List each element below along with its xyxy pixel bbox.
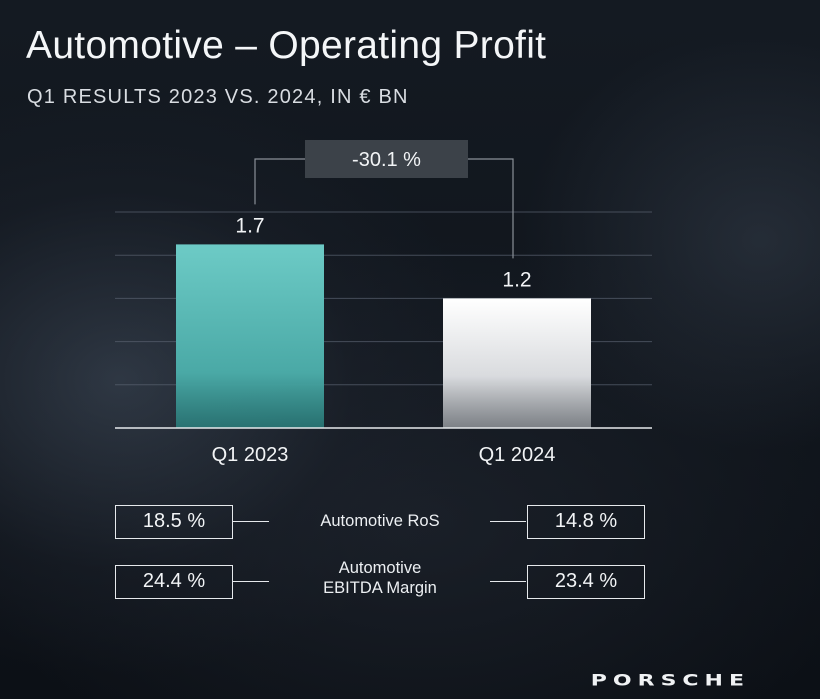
ebitda-2023-box: 24.4 % bbox=[115, 565, 233, 599]
bar-chart: 1.7 Q1 2023 1.2 Q1 2024 -30.1 % bbox=[115, 140, 652, 466]
bar-q1-2023 bbox=[176, 244, 324, 428]
change-box bbox=[305, 140, 468, 178]
porsche-logo: PORSCHE bbox=[590, 672, 750, 690]
page-title: Automotive – Operating Profit bbox=[26, 24, 547, 67]
change-connector bbox=[254, 158, 514, 259]
ebitda-label-line-1: Automotive bbox=[338, 559, 422, 577]
ros-label: Automotive RoS bbox=[290, 511, 470, 531]
category-label: Q1 2024 bbox=[479, 444, 556, 466]
ebitda-right-connector bbox=[490, 581, 526, 582]
ros-left-connector bbox=[233, 521, 269, 522]
bar-value-label: 1.2 bbox=[502, 268, 531, 291]
bar-value-label: 1.7 bbox=[235, 214, 264, 237]
ebitda-label: Automotive EBITDA Margin bbox=[290, 558, 470, 598]
ebitda-left-connector bbox=[233, 581, 269, 582]
ros-2024-box: 14.8 % bbox=[527, 505, 645, 539]
change-label: -30.1 % bbox=[352, 149, 421, 171]
category-label: Q1 2023 bbox=[212, 444, 289, 466]
page-subtitle: Q1 RESULTS 2023 VS. 2024, IN € BN bbox=[27, 86, 409, 108]
ros-right-connector bbox=[490, 521, 526, 522]
ros-2023-box: 18.5 % bbox=[115, 505, 233, 539]
ros-label-line: Automotive RoS bbox=[320, 512, 440, 530]
ebitda-label-line-2: EBITDA Margin bbox=[323, 579, 437, 597]
bar-q1-2024 bbox=[443, 298, 591, 428]
ebitda-2024-box: 23.4 % bbox=[527, 565, 645, 599]
